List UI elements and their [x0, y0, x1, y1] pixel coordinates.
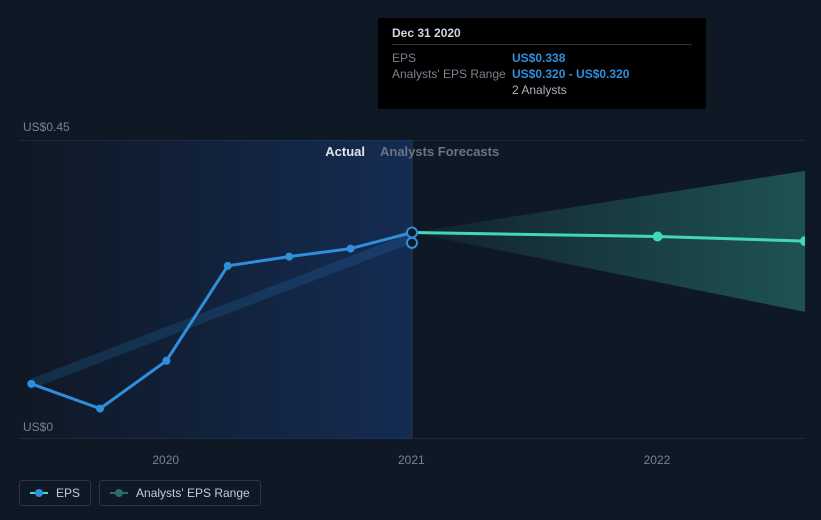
tooltip-row-eps: EPS US$0.338 — [392, 51, 692, 65]
region-label-actual: Actual — [325, 144, 365, 159]
x-tick-label: 2021 — [398, 453, 425, 467]
legend-swatch-icon — [110, 488, 128, 498]
chart-plot[interactable] — [19, 140, 805, 439]
legend-item-eps[interactable]: EPS — [19, 480, 91, 506]
legend: EPS Analysts' EPS Range — [19, 480, 261, 506]
tooltip-divider — [392, 44, 692, 45]
tooltip-value: US$0.320 - US$0.320 — [512, 67, 629, 81]
y-tick-label: US$0.45 — [23, 120, 70, 134]
tooltip-row-range: Analysts' EPS Range US$0.320 - US$0.320 — [392, 67, 692, 81]
region-label-forecast: Analysts Forecasts — [380, 144, 499, 159]
legend-label: EPS — [56, 486, 80, 500]
x-tick-label: 2022 — [644, 453, 671, 467]
chart-tooltip: Dec 31 2020 EPS US$0.338 Analysts' EPS R… — [378, 18, 706, 109]
legend-item-range[interactable]: Analysts' EPS Range — [99, 480, 261, 506]
tooltip-label: Analysts' EPS Range — [392, 67, 512, 81]
x-tick-label: 2020 — [152, 453, 179, 467]
legend-swatch-icon — [30, 488, 48, 498]
tooltip-spacer — [392, 83, 512, 97]
tooltip-row-footnote: 2 Analysts — [392, 83, 692, 97]
tooltip-date: Dec 31 2020 — [392, 26, 692, 40]
legend-label: Analysts' EPS Range — [136, 486, 250, 500]
tooltip-footnote: 2 Analysts — [512, 83, 567, 97]
tooltip-label: EPS — [392, 51, 512, 65]
tooltip-value: US$0.338 — [512, 51, 565, 65]
chart-container: US$0.45 US$0 Actual Analysts Forecasts 2… — [0, 0, 821, 520]
